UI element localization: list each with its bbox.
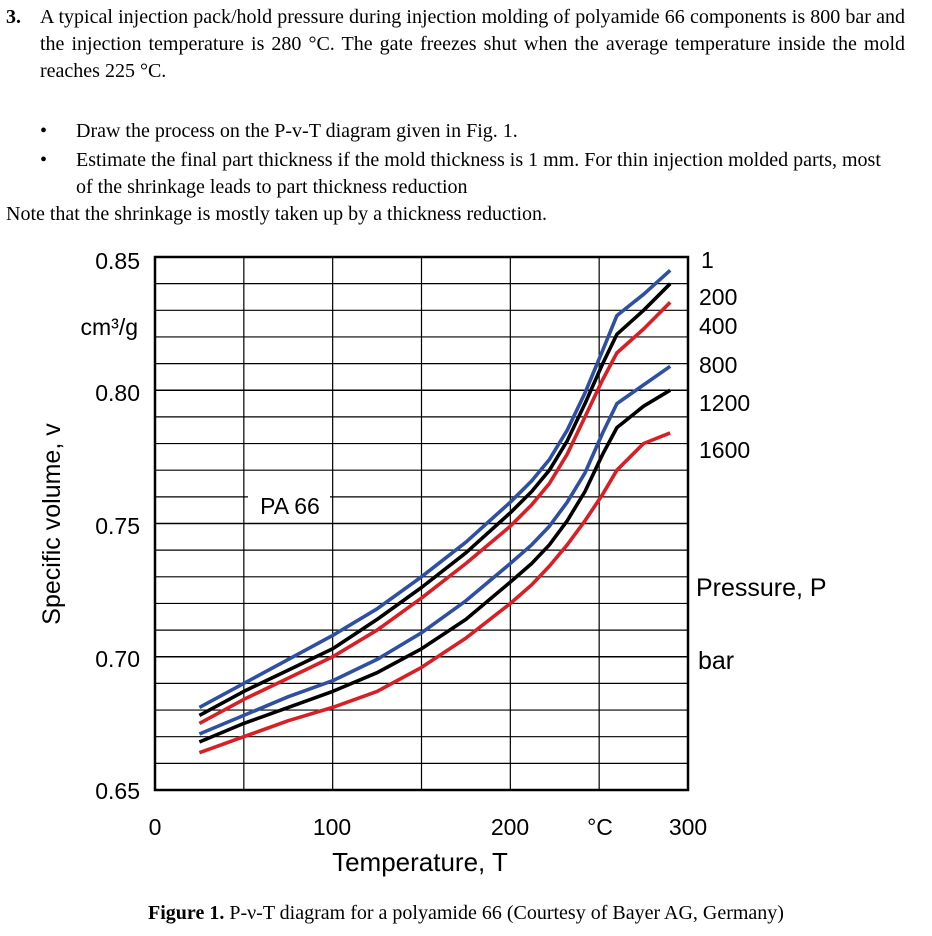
x-tick-label: 200 bbox=[491, 814, 529, 840]
legend-title: Pressure, P bbox=[696, 574, 827, 602]
y-tick-label: 0.65 bbox=[95, 778, 140, 804]
caption-label: Figure 1. bbox=[148, 902, 225, 924]
material-label-box bbox=[248, 491, 330, 518]
legend-entry: 1 bbox=[701, 247, 714, 273]
caption-text: P-ν-T diagram for a polyamide 66 (Courte… bbox=[224, 902, 784, 924]
legend-entry: 800 bbox=[699, 352, 737, 378]
series-line-1600-bar bbox=[198, 431, 671, 755]
question-text: A typical injection pack/hold pressure d… bbox=[40, 6, 905, 82]
legend-entry: 1200 bbox=[699, 390, 750, 416]
series-line-1200-bar bbox=[198, 388, 672, 744]
x-tick-label: 100 bbox=[313, 814, 351, 840]
figure-caption: Figure 1. P-ν-T diagram for a polyamide … bbox=[0, 902, 932, 925]
y-tick-label: 0.85 bbox=[95, 248, 140, 274]
bullet-text: Estimate the final part thickness if the… bbox=[76, 149, 881, 198]
x-unit-label: °C bbox=[587, 814, 613, 840]
legend-unit: bar bbox=[698, 647, 734, 675]
x-axis-title: Temperature, T bbox=[332, 847, 508, 877]
legend-entry: 1600 bbox=[699, 437, 750, 463]
series-line-200-bar bbox=[198, 282, 672, 717]
pvt-chart: 0.85 0.80 0.75 0.70 0.65 cm³/g Specific … bbox=[38, 247, 827, 877]
bullet-text: Draw the process on the P-v-T diagram gi… bbox=[76, 120, 518, 142]
note-text: Note that the shrinkage is mostly taken … bbox=[6, 203, 547, 225]
legend-entry: 200 bbox=[699, 284, 737, 310]
material-label: PA 66 bbox=[260, 493, 320, 519]
bullet-dot-icon: • bbox=[40, 120, 48, 142]
series-lines bbox=[198, 268, 672, 755]
series-line-800-bar bbox=[198, 364, 672, 736]
x-tick-label: 0 bbox=[149, 814, 162, 840]
plot-frame bbox=[153, 255, 690, 792]
x-tick-label: 300 bbox=[669, 814, 707, 840]
question-number: 3. bbox=[6, 6, 21, 28]
y-tick-label: 0.70 bbox=[95, 646, 140, 672]
bullet-dot-icon: • bbox=[40, 149, 48, 171]
y-unit-label: cm³/g bbox=[81, 314, 139, 340]
y-axis-title: Specific volume, v bbox=[38, 423, 66, 625]
series-line-1-bar bbox=[198, 268, 672, 709]
series-line-400-bar bbox=[198, 301, 672, 725]
y-tick-label: 0.80 bbox=[95, 380, 140, 406]
legend-entry: 400 bbox=[699, 313, 737, 339]
y-tick-label: 0.75 bbox=[95, 513, 140, 539]
